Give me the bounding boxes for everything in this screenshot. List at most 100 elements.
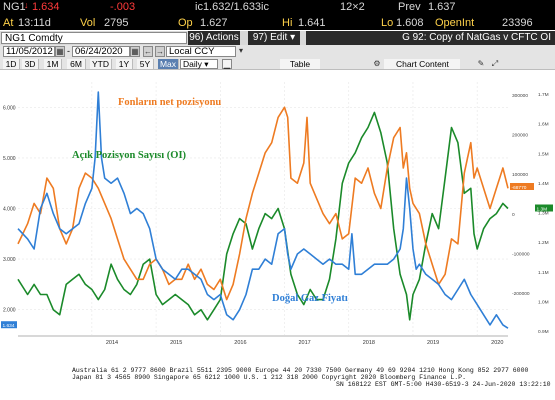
left-tick-label: 3.000 — [3, 257, 16, 263]
command-row: NG1 Comdty 96) Actions ▾ 97) Edit ▾ G 92… — [0, 31, 555, 57]
x-tick-label: 2018 — [363, 340, 375, 346]
last-value-tags: 1.634 -68770 1.3M — [1, 183, 553, 329]
edit-pencil-icon[interactable]: ✎ — [476, 59, 486, 69]
period-5y[interactable]: 5Y — [137, 59, 154, 69]
oi-tick-label: 0.9M — [538, 329, 549, 335]
left-tick-label: 5.000 — [3, 156, 16, 162]
quote-bar: NG1 ↓ 1.634 -.003 ic1.632/1.633ic 12×2 P… — [0, 0, 555, 16]
oi-tick-label: 1.7M — [538, 92, 549, 98]
oi-tick-label: 1.3M — [538, 211, 549, 217]
x-tick-label: 2020 — [491, 340, 503, 346]
x-tick-label: 2019 — [427, 340, 439, 346]
volume: 2795 — [104, 17, 129, 29]
x-tick-label: 2014 — [106, 340, 118, 346]
net-tick-label: 200000 — [512, 133, 528, 139]
bid-ask-size: 12×2 — [340, 1, 365, 13]
frequency-select[interactable]: Daily ▾ — [180, 59, 218, 69]
net-tick-label: 100000 — [512, 172, 528, 178]
period-3d[interactable]: 3D — [22, 59, 39, 69]
back-arrow-icon[interactable]: ← — [143, 46, 153, 57]
date-separator: - — [67, 46, 70, 56]
last-time: 13:11d — [18, 17, 51, 29]
forward-arrow-icon[interactable]: → — [155, 46, 165, 57]
end-calendar-icon[interactable]: ▦ — [130, 46, 140, 57]
dropdown-chevron-icon[interactable]: ▾ — [236, 46, 246, 57]
oi-tick-label: 1.5M — [538, 151, 549, 157]
x-tick-label: 2016 — [234, 340, 246, 346]
oi-tick-label: 1.2M — [538, 240, 549, 246]
date-range-row: 11/05/2012 ▦ - 06/24/2020 ▦ ← → Local CC… — [0, 45, 555, 58]
oi-tick-label: 1.1M — [538, 270, 549, 276]
grid-lines — [18, 82, 508, 337]
oi-tick-label: 1.4M — [538, 181, 549, 187]
chart-content-button[interactable]: Chart Content — [384, 59, 460, 69]
down-arrow-icon: ↓ — [24, 0, 29, 10]
chart-area: 6.000 5.000 4.000 3.000 2.000 300000 200000 10… — [0, 71, 555, 367]
last-price: 1.634 — [32, 1, 60, 13]
table-button[interactable]: Table — [280, 59, 320, 69]
lo-label: Lo — [381, 17, 394, 29]
edit-menu-button[interactable]: 97) Edit ▾ — [248, 31, 300, 45]
at-label: At — [3, 17, 14, 29]
hi-label: Hi — [282, 17, 293, 29]
x-axis: 2014 2015 2016 2017 2018 2019 2020 — [106, 340, 504, 346]
net-position-axis: 300000 200000 100000 0 -100000 -200000 — [512, 93, 530, 297]
start-calendar-icon[interactable]: ▦ — [55, 46, 65, 57]
actions-menu-button[interactable]: 96) Actions ▾ — [188, 31, 240, 57]
prev-value: 1.637 — [428, 1, 456, 13]
price-last-tag-bg — [1, 321, 17, 329]
period-1m[interactable]: 1M — [44, 59, 62, 69]
footer: Australia 61 2 9777 8600 Brazil 5511 239… — [0, 367, 555, 400]
x-tick-label: 2015 — [170, 340, 182, 346]
series-line-price — [17, 91, 509, 329]
start-date-field[interactable]: 11/05/2012 — [3, 46, 55, 57]
open-interest-axis: 1.7M 1.6M 1.5M 1.4M 1.3M 1.2M 1.1M 1.0M 0.9M — [538, 92, 549, 335]
footer-timestamp-line: SN 168122 EST GMT-5:00 H430-6519-3 24-Ju… — [336, 381, 551, 388]
period-6m[interactable]: 6M — [67, 59, 86, 69]
low-value: 1.608 — [396, 17, 424, 29]
left-tick-label: 4.000 — [3, 207, 16, 213]
net-last-tag-bg — [510, 183, 534, 190]
net-tick-label: -100000 — [512, 251, 530, 257]
currency-select[interactable]: Local CCY — [166, 46, 236, 57]
left-tick-label: 6.000 — [3, 105, 16, 111]
left-tick-label: 2.000 — [3, 308, 16, 314]
quote-bar-detail: At 13:11d Vol 2795 Op 1.627 Hi 1.641 Lo … — [0, 16, 555, 30]
high-value: 1.641 — [298, 17, 326, 29]
x-tick-label: 2017 — [299, 340, 311, 346]
annotation-label: Fonların net pozisyonu — [118, 97, 221, 108]
ticker: NG1 — [3, 1, 26, 13]
footer-contacts-line: Australia 61 2 9777 8600 Brazil 5511 239… — [72, 367, 529, 374]
net-tick-label: 0 — [512, 212, 515, 218]
left-axis: 6.000 5.000 4.000 3.000 2.000 — [3, 105, 16, 313]
series-layer — [17, 91, 509, 329]
op-label: Op — [178, 17, 193, 29]
period-1d[interactable]: 1D — [3, 59, 20, 69]
series-line-open-interest — [17, 111, 509, 321]
chart-type-icon[interactable]: ▁ — [222, 59, 232, 69]
price-change: -.003 — [110, 1, 136, 13]
net-last-tag: -68770 — [512, 185, 527, 191]
oi-tick-label: 1.0M — [538, 299, 549, 305]
settings-gear-icon[interactable]: ⚙ — [372, 59, 382, 69]
bid-ask: ic1.632/1.633ic — [195, 1, 269, 13]
net-tick-label: 300000 — [512, 93, 528, 99]
annotation-label: Doğal Gaz Fiyatı — [272, 293, 348, 304]
period-ytd[interactable]: YTD — [90, 59, 112, 69]
price-last-tag: 1.634 — [3, 323, 15, 329]
window-title: G 92: Copy of NatGas v CFTC OI — [306, 31, 555, 45]
net-tick-label: -200000 — [512, 291, 530, 297]
period-1y[interactable]: 1Y — [116, 59, 133, 69]
expand-icon[interactable]: ⤢ — [490, 59, 500, 69]
annotation-layer: Fonların net pozisyonu Açık Pozisyon Sayı… — [72, 97, 348, 304]
period-max[interactable]: Max — [158, 59, 179, 69]
security-input[interactable]: NG1 Comdty — [1, 32, 187, 44]
prev-label: Prev — [398, 1, 421, 13]
openint-label: OpenInt — [435, 17, 475, 29]
annotation-label: Açık Pozisyon Sayısı (OI) — [72, 150, 187, 161]
oi-last-tag-bg — [535, 204, 553, 212]
open-value: 1.627 — [200, 17, 228, 29]
end-date-field[interactable]: 06/24/2020 — [72, 46, 130, 57]
period-selector-row: 1D 3D 1M 6M YTD 1Y 5Y Max Daily ▾ ▁ Tabl… — [0, 58, 555, 70]
